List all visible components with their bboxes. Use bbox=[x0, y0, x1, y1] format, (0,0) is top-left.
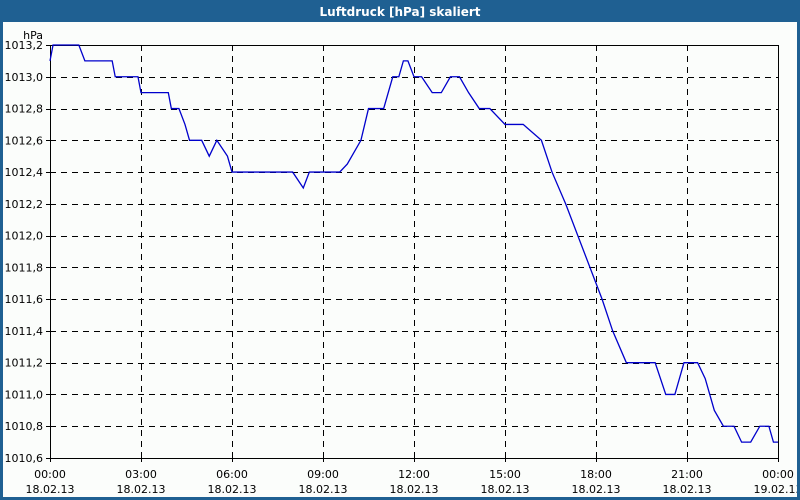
y-axis-tick-label: 1011,2 bbox=[5, 357, 44, 370]
plot-frame bbox=[50, 45, 779, 459]
x-axis-tick-label-date: 18.02.13 bbox=[481, 483, 530, 496]
x-axis-tick-label-date: 18.02.13 bbox=[663, 483, 712, 496]
x-axis-tick-label-time: 00:00 bbox=[34, 468, 66, 481]
x-axis-tick-label-date: 18.02.13 bbox=[208, 483, 257, 496]
y-axis-tick-label: 1011,8 bbox=[5, 261, 44, 274]
x-axis-tick-label-time: 09:00 bbox=[307, 468, 339, 481]
y-axis-tick-label: 1013,0 bbox=[5, 71, 44, 84]
x-axis-tick-label-time: 03:00 bbox=[125, 468, 157, 481]
x-axis-tick-label-time: 06:00 bbox=[216, 468, 248, 481]
x-axis-tick-label-date: 18.02.13 bbox=[299, 483, 348, 496]
y-axis-tick-label: 1012,2 bbox=[5, 198, 44, 211]
x-axis-tick-label-date: 18.02.13 bbox=[117, 483, 166, 496]
y-axis-tick-label: 1010,8 bbox=[5, 420, 44, 433]
x-axis-tick-label-time: 18:00 bbox=[580, 468, 612, 481]
plot-background bbox=[3, 22, 797, 497]
x-axis-tick-label-date: 18.02.13 bbox=[572, 483, 621, 496]
x-axis-tick-label-time: 21:00 bbox=[671, 468, 703, 481]
pressure-line-chart: 1013,2 1013,0 1012,8 1012,6 1012,4 1012,2 1012… bbox=[3, 22, 797, 497]
x-axis-tick-label-date: 19.02.13 bbox=[754, 483, 797, 496]
x-axis-tick-label-date: 18.02.13 bbox=[26, 483, 75, 496]
x-axis-tick-label-time: 12:00 bbox=[398, 468, 430, 481]
y-axis-tick-label: 1013,2 bbox=[5, 39, 44, 52]
page-title: Luftdruck [hPa] skaliert bbox=[319, 5, 481, 19]
y-axis-tick-label: 1012,4 bbox=[5, 166, 44, 179]
data-series-layer bbox=[49, 44, 778, 443]
y-axis-tick-label: 1012,0 bbox=[5, 230, 44, 243]
x-axis-tick-label-time: 15:00 bbox=[489, 468, 521, 481]
y-axis-unit-label: hPa bbox=[23, 29, 43, 42]
y-axis-tick-label: 1012,6 bbox=[5, 134, 44, 147]
window-title-bar: Luftdruck [hPa] skaliert bbox=[3, 3, 797, 22]
axis-frame bbox=[50, 45, 779, 459]
x-axis-labels: 00:00 18.02.13 03:00 18.02.13 06:00 18.02.13 0… bbox=[26, 468, 797, 496]
y-axis-tick-label: 1011,6 bbox=[5, 293, 44, 306]
y-axis-tick-label: 1011,4 bbox=[5, 325, 44, 338]
y-axis-unit-label-text: hPa bbox=[23, 29, 43, 42]
y-axis-tick-label: 1010,6 bbox=[5, 452, 44, 465]
x-axis-tick-label-time: 00:00 bbox=[762, 468, 794, 481]
y-axis-ticks bbox=[46, 45, 50, 459]
series-line-luftdruck bbox=[49, 44, 778, 443]
x-axis-tick-label-date: 18.02.13 bbox=[390, 483, 439, 496]
y-axis-tick-label: 1012,8 bbox=[5, 103, 44, 116]
y-axis-tick-label: 1011,0 bbox=[5, 388, 44, 401]
plot-area-container: 1013,2 1013,0 1012,8 1012,6 1012,4 1012,2 1012… bbox=[3, 22, 797, 497]
y-axis-labels: 1013,2 1013,0 1012,8 1012,6 1012,4 1012,2 1012… bbox=[5, 39, 44, 465]
